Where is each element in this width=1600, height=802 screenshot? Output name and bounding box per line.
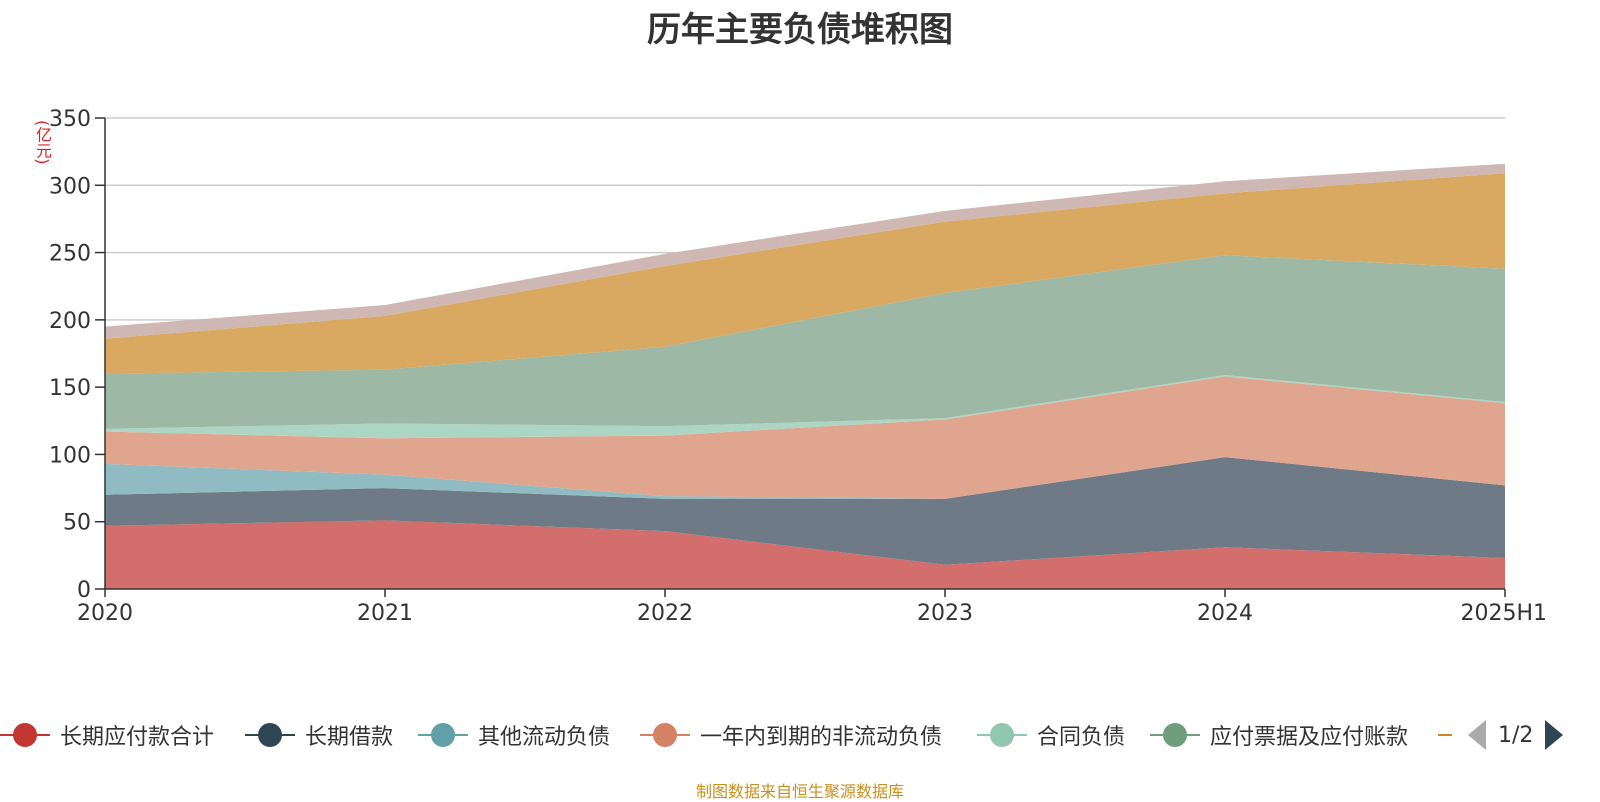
legend-marker-icon [977,720,1027,750]
area-series-7[interactable] [105,163,1505,339]
legend-item[interactable]: 其他流动负债 [418,720,610,750]
legend-page-indicator: 1/2 [1498,722,1534,748]
legend: 长期应付款合计 长期借款 其他流动负债 一年内到期的非流动负债 合同负债 应付票据及应付账… [0,720,1600,760]
y-tick-label: 100 [49,443,91,468]
legend-marker-icon [640,720,690,750]
legend-item[interactable]: 长期借款 [245,720,393,750]
y-tick-label: 0 [77,578,91,603]
y-tick-label: 200 [49,309,91,334]
y-tick-label: 50 [63,511,91,536]
legend-prev-page-icon[interactable] [1468,720,1486,750]
y-tick-label: 250 [49,242,91,267]
legend-item[interactable] [1438,720,1452,750]
legend-label: 合同负债 [1037,725,1126,750]
legend-label: 一年内到期的非流动负债 [700,725,943,750]
chart-title: 历年主要负债堆积图 [647,10,953,50]
x-tick-label: 2023 [917,601,973,626]
y-tick-label: 300 [49,174,91,199]
y-axis-unit-label: (亿元) [33,120,52,165]
legend-marker-icon [245,720,295,750]
source-note: 制图数据来自恒生聚源数据库 [695,782,904,801]
area-layer [105,163,1505,589]
legend-item[interactable]: 长期应付款合计 [0,720,214,750]
area-series-6[interactable] [105,173,1505,374]
x-tick-label: 2021 [357,601,413,626]
legend-item[interactable]: 合同负债 [977,720,1125,750]
area-series-5[interactable] [105,255,1505,429]
legend-label: 其他流动负债 [478,725,611,750]
x-tick-label: 2020 [77,601,133,626]
axis-layer: 0 50 100 150 200 250 300 350 2020 2021 2022 2023 202… [49,107,1547,626]
legend-next-page-icon[interactable] [1545,720,1564,750]
area-series-0[interactable] [105,520,1505,589]
legend-label: 长期借款 [305,725,394,750]
legend-item[interactable]: 应付票据及应付账款 [1150,720,1408,750]
legend-label: 长期应付款合计 [60,725,215,750]
legend-label: 应付票据及应付账款 [1210,725,1409,750]
x-tick-label: 2022 [637,601,693,626]
legend-marker-icon [1150,720,1200,750]
area-series-2[interactable] [105,457,1505,499]
legend-marker-icon [1438,720,1452,750]
y-tick-label: 150 [49,376,91,401]
legend-marker-icon [418,720,468,750]
x-tick-label: 2025H1 [1460,601,1547,626]
area-series-4[interactable] [105,375,1505,439]
area-series-1[interactable] [105,457,1505,565]
legend-marker-icon [0,720,50,750]
legend-pager: 1/2 [1468,720,1564,750]
area-series-3[interactable] [105,376,1505,499]
y-tick-label: 350 [49,107,91,132]
legend-item[interactable]: 一年内到期的非流动负债 [640,720,942,750]
x-tick-label: 2024 [1197,601,1253,626]
